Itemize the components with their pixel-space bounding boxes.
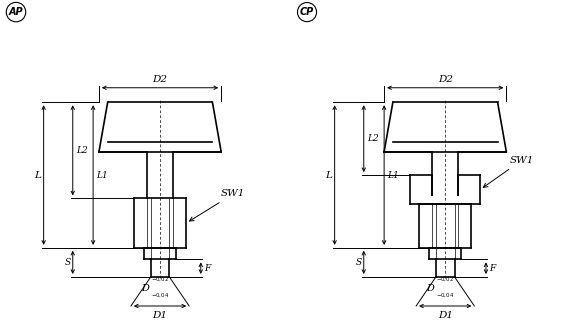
Text: F: F — [204, 264, 211, 273]
Text: D1: D1 — [438, 311, 453, 320]
Text: D2: D2 — [438, 75, 453, 84]
Text: D: D — [427, 284, 434, 293]
Text: S: S — [65, 258, 70, 267]
Text: L: L — [34, 170, 41, 179]
Text: SW1: SW1 — [483, 156, 534, 187]
Text: S: S — [356, 258, 361, 267]
Text: L: L — [325, 170, 332, 179]
Text: CP: CP — [300, 7, 314, 17]
Text: L2: L2 — [76, 146, 87, 155]
Text: D: D — [141, 284, 149, 293]
Text: SW1: SW1 — [190, 189, 246, 221]
Text: L2: L2 — [367, 134, 378, 143]
Text: F: F — [489, 264, 496, 273]
Text: $^{-0{,}02}$: $^{-0{,}02}$ — [436, 277, 455, 287]
Text: $_{-0{,}04}$: $_{-0{,}04}$ — [436, 291, 455, 299]
Text: $^{-0{,}02}$: $^{-0{,}02}$ — [151, 277, 169, 287]
Text: L1: L1 — [96, 170, 108, 179]
Text: L1: L1 — [387, 170, 399, 179]
Text: AP: AP — [9, 7, 23, 17]
Text: $_{-0{,}04}$: $_{-0{,}04}$ — [151, 291, 169, 299]
Text: D1: D1 — [152, 311, 168, 320]
Text: D2: D2 — [152, 75, 168, 84]
